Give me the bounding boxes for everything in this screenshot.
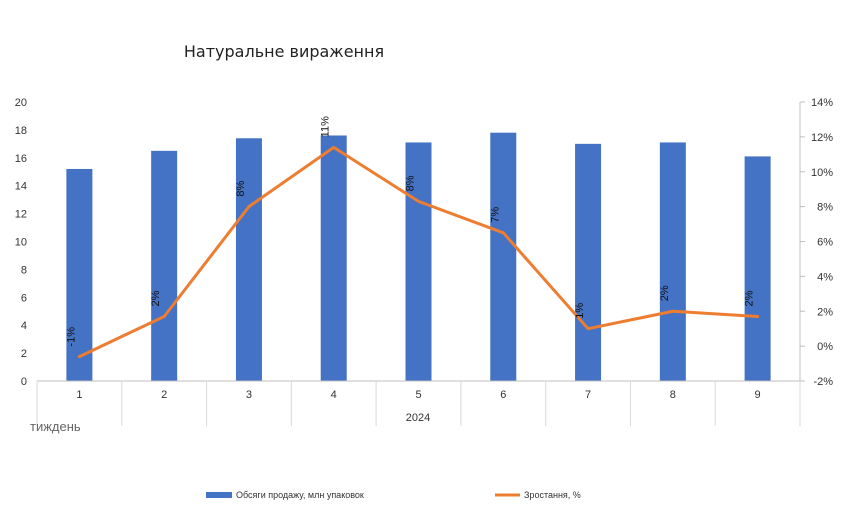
growth-label-week-9: 2% — [744, 290, 756, 306]
category-label: 9 — [755, 389, 761, 401]
right-tick-label: -2% — [813, 376, 833, 388]
bar-series — [66, 132, 771, 381]
bar-week-1 — [66, 168, 93, 381]
bar-week-3 — [235, 138, 262, 381]
line-series: -1% 2% 8% 11% 8% 7% 1% 2% 2% — [65, 116, 760, 359]
growth-label-week-1: -1% — [65, 327, 77, 347]
bar-week-4 — [320, 135, 347, 381]
left-tick-label: 12 — [15, 209, 27, 221]
growth-line — [77, 145, 760, 359]
category-label: 2 — [161, 389, 167, 401]
x-axis: 1 2 3 4 5 6 7 8 9 — [36, 380, 801, 426]
left-tick-label: 0 — [21, 376, 27, 388]
category-label: 3 — [246, 389, 252, 401]
bar-week-2 — [151, 150, 178, 381]
bar-week-7 — [575, 143, 602, 381]
growth-label-week-4: 11% — [320, 116, 332, 137]
x-group-label: 2024 — [406, 412, 430, 424]
left-tick-label: 20 — [15, 97, 27, 109]
left-tick-label: 10 — [15, 237, 27, 249]
legend-bar-swatch — [206, 492, 232, 498]
right-tick-label: 12% — [811, 132, 833, 144]
right-tick-label: 10% — [811, 167, 833, 179]
right-tick-label: 2% — [817, 306, 833, 318]
growth-label-week-3: 8% — [235, 181, 247, 197]
growth-label-week-7: 1% — [574, 303, 586, 319]
right-tick-label: 8% — [817, 202, 833, 214]
x-axis-title: тиждень — [30, 419, 81, 434]
left-tick-label: 2 — [21, 348, 27, 360]
category-label: 6 — [500, 389, 506, 401]
category-label: 1 — [76, 389, 82, 401]
right-tick-label: 0% — [817, 341, 833, 353]
growth-label-week-6: 7% — [489, 207, 501, 223]
left-tick-label: 4 — [21, 320, 27, 332]
right-tick-label: 14% — [811, 97, 833, 109]
category-label: 8 — [670, 389, 676, 401]
category-label: 4 — [331, 389, 337, 401]
left-tick-label: 8 — [21, 264, 27, 276]
growth-label-week-8: 2% — [659, 285, 671, 301]
legend: Обсяги продажу, млн упаковок Зростання, % — [206, 490, 581, 500]
right-tick-label: 6% — [817, 237, 833, 249]
right-y-axis: -2% 0% 2% 4% 6% 8% 10% 12% 14% — [799, 97, 833, 388]
category-label: 5 — [415, 389, 421, 401]
bar-week-8 — [659, 142, 686, 381]
left-y-axis: 0 2 4 6 8 10 12 14 16 18 20 — [15, 97, 27, 388]
bar-week-6 — [490, 132, 517, 381]
left-tick-label: 16 — [15, 153, 27, 165]
bar-week-5 — [405, 142, 432, 381]
chart-title: Натуральне вираження — [184, 42, 384, 61]
right-tick-label: 4% — [817, 271, 833, 283]
left-tick-label: 18 — [15, 125, 27, 137]
legend-line-label: Зростання, % — [524, 490, 581, 500]
left-tick-label: 6 — [21, 292, 27, 304]
growth-label-week-5: 8% — [405, 175, 417, 191]
legend-bar-label: Обсяги продажу, млн упаковок — [236, 490, 364, 500]
bar-week-9 — [744, 156, 771, 381]
left-tick-label: 14 — [15, 181, 27, 193]
category-label: 7 — [585, 389, 591, 401]
growth-label-week-2: 2% — [150, 290, 162, 306]
